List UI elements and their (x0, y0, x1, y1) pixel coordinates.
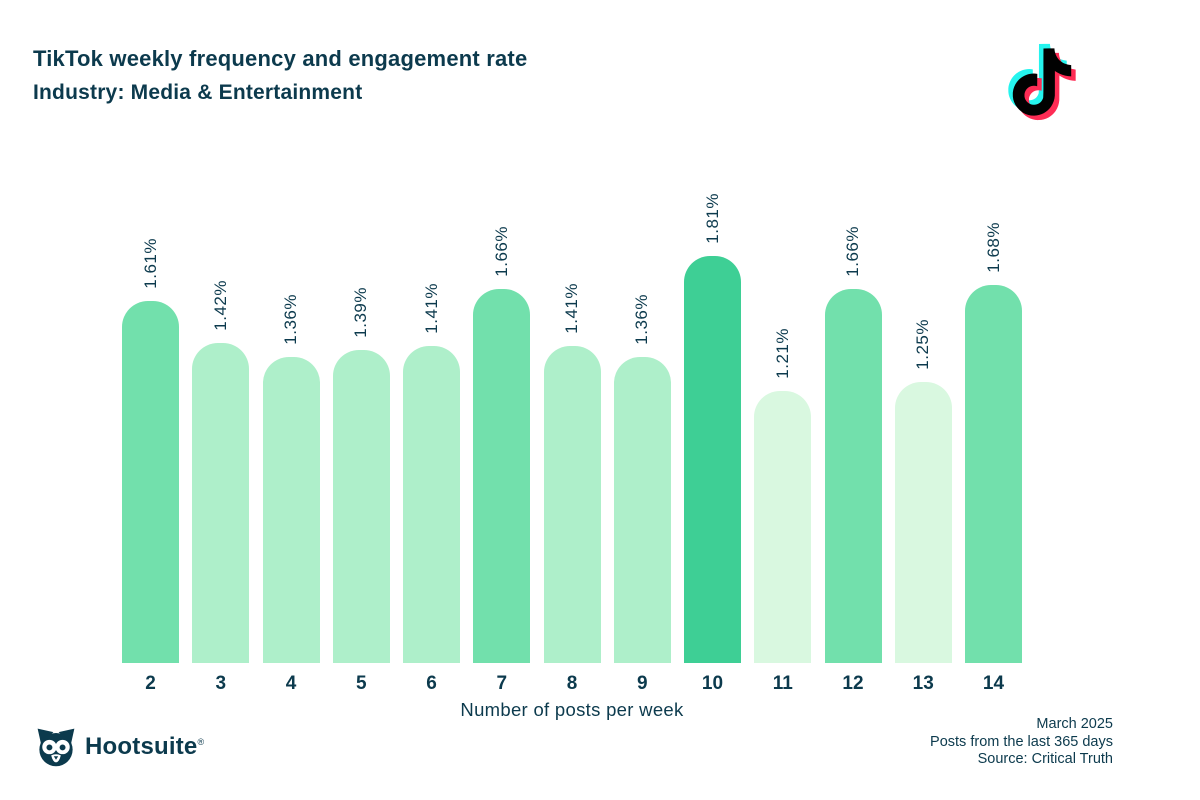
bar-column: 1.41% 8 (543, 189, 601, 697)
bar-value-label: 1.36% (281, 294, 300, 345)
x-axis-tick-label: 13 (912, 673, 934, 694)
x-axis-tick-label: 3 (215, 673, 227, 694)
x-axis-tick-label: 11 (772, 673, 793, 694)
x-axis-tick-label: 10 (701, 673, 724, 694)
bar-value-label: 1.66% (491, 226, 511, 277)
x-axis-tick-label: 7 (496, 673, 508, 694)
page-title: TikTok weekly frequency and engagement r… (33, 46, 528, 71)
bar (122, 301, 179, 663)
x-axis-tick-label: 5 (355, 673, 367, 694)
hootsuite-brand: Hootsuite® (35, 726, 204, 768)
registered-trademark: ® (197, 737, 205, 747)
x-axis-tick-label: 14 (982, 673, 1005, 694)
bar-column: 1.36% 4 (262, 189, 320, 697)
bar-column: 1.39% 5 (332, 189, 390, 697)
footer-meta: March 2025 Posts from the last 365 days … (930, 716, 1113, 769)
bar-column: 1.66% 7 (473, 189, 531, 697)
x-axis-tick-label: 2 (145, 673, 156, 694)
bar-column: 1.36% 9 (613, 189, 671, 697)
bar-column: 1.41% 6 (403, 189, 460, 697)
bar-value-label: 1.68% (983, 222, 1003, 273)
bar-column: 1.61% 2 (122, 189, 179, 697)
bar (684, 256, 741, 663)
bar-value-label: 1.81% (702, 193, 722, 244)
bar-value-label: 1.42% (210, 280, 230, 331)
bar-column: 1.21% 11 (754, 189, 812, 697)
bar-value-label: 1.21% (772, 328, 792, 379)
bar-value-label: 1.25% (913, 319, 933, 370)
x-axis-title: Number of posts per week (460, 699, 684, 720)
bar (824, 289, 882, 663)
x-axis-tick-label: 6 (426, 673, 437, 694)
bar (543, 346, 601, 663)
bar-column: 1.42% 3 (192, 189, 250, 697)
bar (262, 357, 320, 663)
footer-range: Posts from the last 365 days (930, 733, 1113, 750)
hootsuite-wordmark-text: Hootsuite (85, 733, 198, 760)
bar (965, 285, 1022, 663)
bar (192, 343, 250, 663)
bar-value-label: 1.61% (140, 238, 160, 289)
bar-chart: 1.61% 2 1.42% 3 1.36% 4 1.39% 5 1.41% 6 … (122, 189, 1022, 697)
bar-column: 1.66% 12 (824, 189, 882, 697)
bar-value-label: 1.66% (843, 226, 862, 277)
bar (332, 350, 390, 663)
bar-column: 1.25% 13 (894, 189, 952, 697)
hootsuite-owl-icon (37, 728, 75, 767)
bar-value-label: 1.41% (562, 283, 581, 334)
bar (894, 382, 952, 663)
x-axis-tick-label: 9 (636, 673, 648, 694)
bar (473, 289, 531, 663)
bar-value-label: 1.36% (632, 294, 652, 345)
bar-value-label: 1.39% (351, 287, 371, 338)
footer-source: Source: Critical Truth (977, 751, 1113, 767)
bar (403, 346, 460, 663)
header: TikTok weekly frequency and engagement r… (33, 42, 527, 110)
hootsuite-wordmark: Hootsuite® (85, 733, 204, 761)
page-subtitle: Industry: Media & Entertainment (33, 81, 363, 104)
x-axis-tick-label: 8 (566, 673, 578, 694)
tiktok-logo-icon (1008, 43, 1076, 121)
footer-date: March 2025 (1036, 716, 1113, 732)
x-axis-tick-label: 12 (842, 673, 864, 694)
bar (613, 357, 671, 663)
x-axis-tick-label: 4 (285, 673, 297, 694)
bar-column: 1.81% 10 (684, 189, 741, 697)
bar (754, 391, 812, 663)
bar-value-label: 1.41% (421, 283, 441, 334)
bar-column: 1.68% 14 (965, 189, 1022, 697)
